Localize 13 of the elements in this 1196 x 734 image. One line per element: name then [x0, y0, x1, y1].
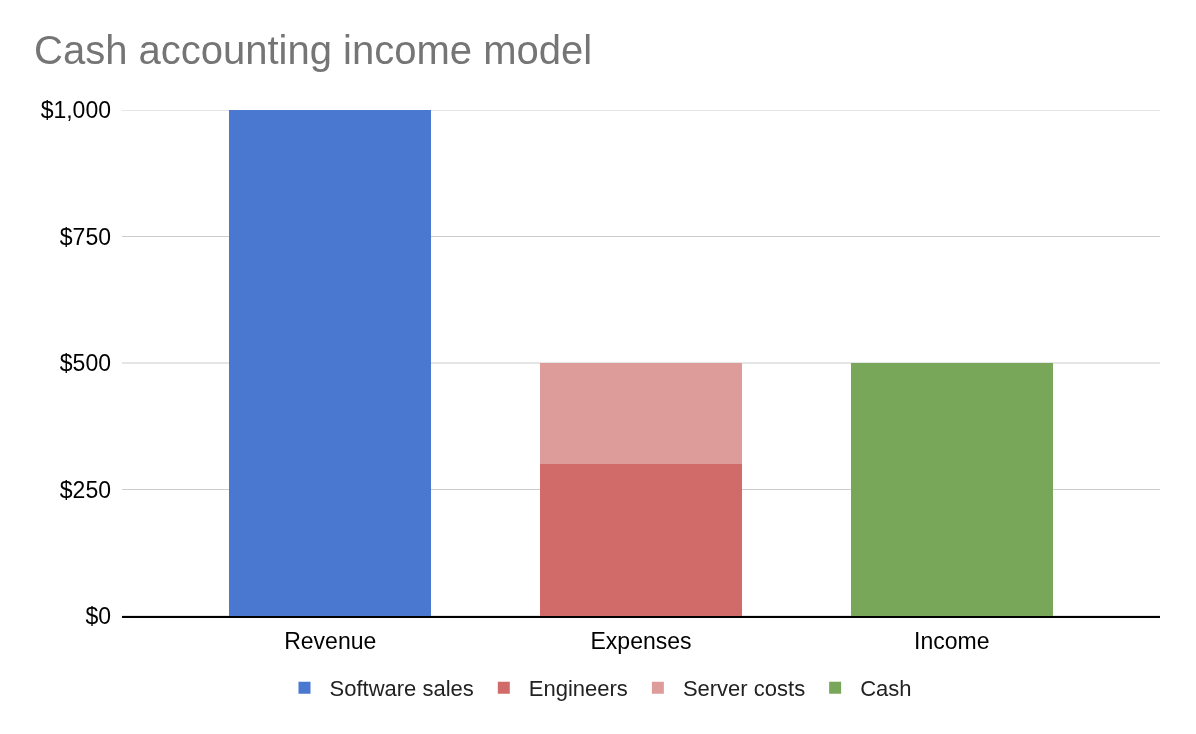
legend-label: Server costs: [682, 676, 806, 702]
x-tick-label: Revenue: [284, 628, 377, 655]
legend-label: Cash: [860, 676, 912, 702]
chart-title: Cash accounting income model: [34, 28, 593, 72]
y-tick-label: $250: [59, 476, 111, 503]
y-tick-label: $1,000: [40, 97, 111, 124]
x-tick-label: Income: [914, 628, 990, 655]
y-tick-label: $0: [85, 603, 111, 630]
legend-label: Software sales: [329, 676, 474, 702]
x-tick-label: Expenses: [590, 628, 692, 655]
y-tick-label: $750: [59, 223, 111, 250]
y-tick-label: $500: [59, 350, 111, 377]
legend-label: Engineers: [528, 676, 628, 702]
